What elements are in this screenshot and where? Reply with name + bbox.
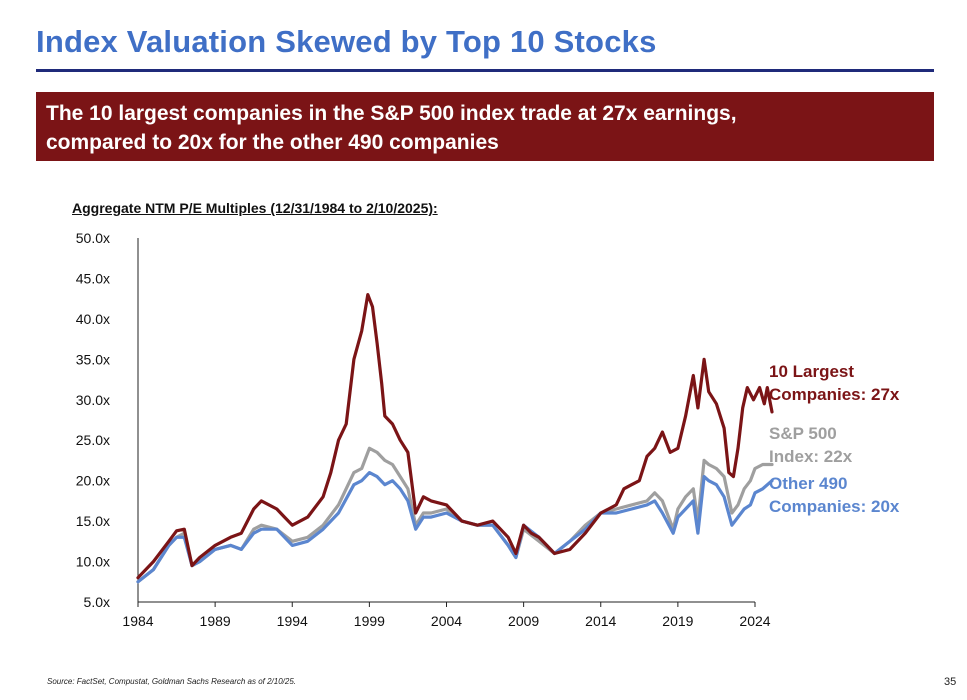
y-tick-label: 10.0x bbox=[76, 554, 110, 570]
y-tick-label: 50.0x bbox=[76, 230, 110, 246]
x-tick-label: 2014 bbox=[585, 613, 616, 629]
x-tick-label: 1994 bbox=[277, 613, 308, 629]
chart-title: Aggregate NTM P/E Multiples (12/31/1984 … bbox=[72, 200, 438, 216]
banner-line-2: compared to 20x for the other 490 compan… bbox=[46, 131, 499, 154]
legend-sp500-line1: S&P 500 bbox=[769, 424, 837, 443]
y-tick-label: 30.0x bbox=[76, 392, 110, 408]
x-tick-label: 1989 bbox=[200, 613, 231, 629]
legend-sp500-line2: Index: 22x bbox=[769, 447, 853, 466]
y-tick-label: 5.0x bbox=[84, 594, 110, 610]
headline-banner: The 10 largest companies in the S&P 500 … bbox=[36, 92, 934, 161]
legend-other490-line2: Companies: 20x bbox=[769, 497, 900, 516]
page-title: Index Valuation Skewed by Top 10 Stocks bbox=[36, 24, 657, 59]
y-tick-label: 15.0x bbox=[76, 513, 110, 529]
legend-item-other490: Other 490 Companies: 20x bbox=[769, 472, 899, 518]
source-note: Source: FactSet, Compustat, Goldman Sach… bbox=[47, 677, 297, 686]
legend-item-top10: 10 Largest Companies: 27x bbox=[769, 360, 899, 406]
legend-other490-line1: Other 490 bbox=[769, 474, 848, 493]
y-tick-label: 40.0x bbox=[76, 311, 110, 327]
x-tick-label: 2004 bbox=[431, 613, 462, 629]
x-tick-label: 2009 bbox=[508, 613, 539, 629]
x-tick-label: 2024 bbox=[739, 613, 770, 629]
series-line-other490 bbox=[136, 471, 774, 584]
y-tick-label: 20.0x bbox=[76, 473, 110, 489]
x-tick-label: 1999 bbox=[354, 613, 385, 629]
x-tick-label: 1984 bbox=[122, 613, 153, 629]
series-line-top10 bbox=[136, 293, 774, 580]
legend-item-sp500: S&P 500 Index: 22x bbox=[769, 422, 852, 468]
legend-top10-line1: 10 Largest bbox=[769, 362, 855, 381]
legend-top10-line2: Companies: 27x bbox=[769, 385, 900, 404]
y-tick-label: 35.0x bbox=[76, 351, 110, 367]
x-tick-label: 2019 bbox=[662, 613, 693, 629]
y-tick-label: 25.0x bbox=[76, 432, 110, 448]
title-divider bbox=[36, 69, 934, 72]
y-tick-label: 45.0x bbox=[76, 270, 110, 286]
banner-line-1: The 10 largest companies in the S&P 500 … bbox=[46, 102, 737, 125]
page-number: 35 bbox=[944, 676, 957, 688]
